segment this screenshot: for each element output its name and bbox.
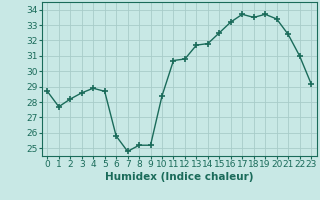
X-axis label: Humidex (Indice chaleur): Humidex (Indice chaleur) <box>105 172 253 182</box>
